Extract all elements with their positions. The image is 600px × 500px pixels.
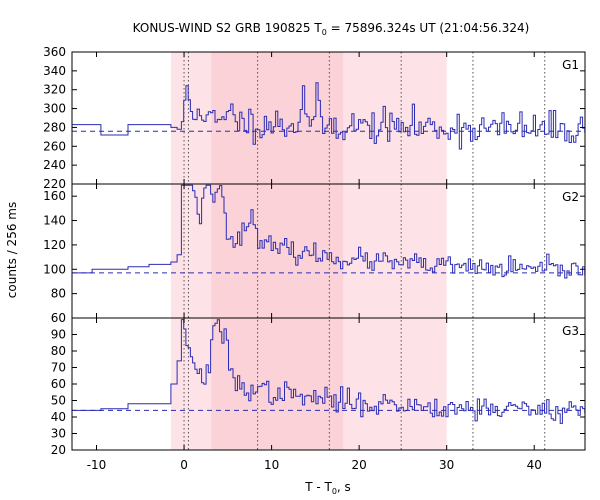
- panel-label: G2: [562, 190, 579, 204]
- y-tick-label: 220: [43, 177, 66, 191]
- y-tick-label: 120: [43, 238, 66, 252]
- y-tick-label: 60: [51, 377, 66, 391]
- x-tick-label: 20: [351, 458, 366, 472]
- panel-label: G1: [562, 58, 579, 72]
- y-tick-label: 90: [51, 328, 66, 342]
- y-tick-label: 60: [51, 311, 66, 325]
- x-axis: -10 0 10 20 30 40: [87, 458, 542, 472]
- y-tick-label: 100: [43, 262, 66, 276]
- y-tick-label: 80: [51, 287, 66, 301]
- y-tick-label: 360: [43, 45, 66, 59]
- x-tick-label: 40: [527, 458, 542, 472]
- x-tick-label: 30: [439, 458, 454, 472]
- x-axis-label: T - T0, s: [304, 480, 351, 496]
- x-tick-label: -10: [87, 458, 107, 472]
- panel-label: G3: [562, 324, 579, 338]
- y-tick-label: 140: [43, 214, 66, 228]
- y-tick-label: 20: [51, 443, 66, 457]
- y-axis-label: counts / 256 ms: [5, 202, 19, 298]
- y-tick-label: 50: [51, 394, 66, 408]
- x-tick-label: 10: [264, 458, 279, 472]
- chart-title: KONUS-WIND S2 GRB 190825 T0 = 75896.324s…: [133, 21, 530, 37]
- y-tick-label: 280: [43, 120, 66, 134]
- panel-g2: 60 80 100 120 140 160 G2: [43, 183, 586, 325]
- light-curve-g2: [72, 184, 586, 279]
- y-tick-label: 320: [43, 83, 66, 97]
- y-tick-label: 160: [43, 189, 66, 203]
- light-curve-g1: [72, 82, 586, 150]
- panel-g1: 220 240 260 280 300 320 340 360 G1: [43, 45, 586, 191]
- light-curve-g3: [72, 319, 586, 424]
- y-tick-label: 240: [43, 158, 66, 172]
- y-tick-label: 340: [43, 64, 66, 78]
- y-tick-label: 260: [43, 139, 66, 153]
- panel-g3: 20 30 40 50 60 70 80 90 G3: [51, 317, 586, 457]
- x-tick-label: 0: [180, 458, 188, 472]
- y-tick-label: 30: [51, 427, 66, 441]
- panels: 220 240 260 280 300 320 340 360 G1 60 80 100 120 140 1…: [43, 45, 586, 457]
- shade-interval-1: [211, 52, 344, 450]
- y-tick-label: 300: [43, 102, 66, 116]
- y-tick-label: 40: [51, 410, 66, 424]
- y-tick-label: 70: [51, 361, 66, 375]
- y-tick-label: 80: [51, 344, 66, 358]
